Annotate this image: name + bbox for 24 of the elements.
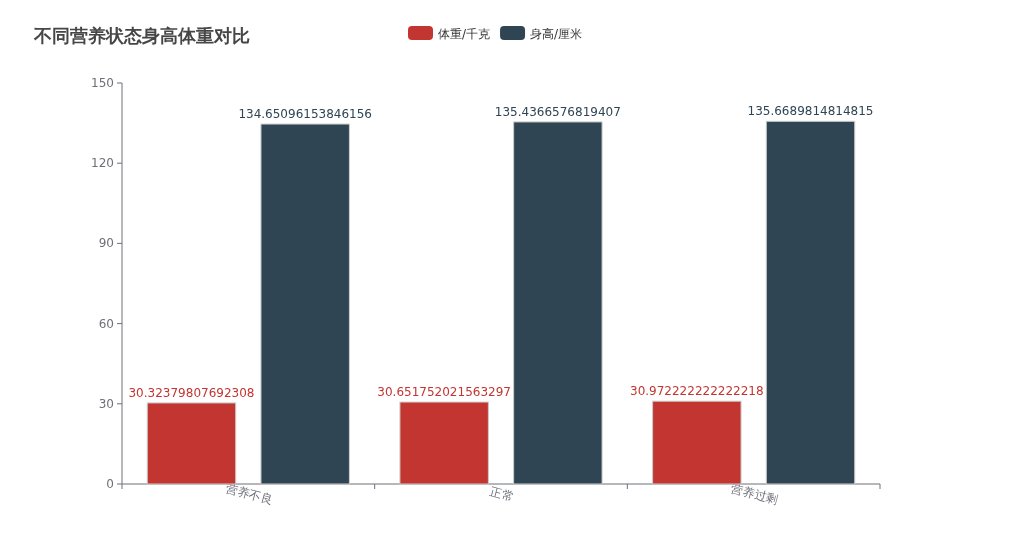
chart-title: 不同营养状态身高体重对比: [33, 25, 250, 46]
y-tick-label: 120: [91, 156, 114, 171]
bar: [399, 401, 489, 485]
data-label: 30.32379807692308: [128, 385, 255, 400]
y-tick-label: 90: [98, 236, 114, 251]
y-tick-label: 150: [91, 76, 114, 90]
x-tick-label: 正常: [488, 484, 516, 504]
bar: [146, 402, 237, 485]
data-label: 135.6689814814815: [747, 104, 874, 119]
x-tick-label: 营养不良: [224, 481, 275, 508]
data-label: 30.651752021563297: [377, 385, 511, 400]
y-tick-label: 0: [106, 477, 114, 491]
bar: [652, 400, 742, 485]
legend-label: 身高/厘米: [530, 27, 583, 41]
legend-label: 体重/千克: [438, 27, 491, 41]
bar: [765, 120, 856, 485]
y-tick-label: 30: [98, 396, 114, 411]
data-label: 30.972222222222218: [630, 384, 764, 399]
data-label: 134.65096153846156: [238, 107, 372, 122]
data-label: 135.4366576819407: [494, 104, 621, 119]
y-tick-label: 60: [98, 316, 114, 331]
x-tick-label: 营养过剩: [729, 481, 780, 508]
bar: [513, 121, 603, 485]
bar: [260, 123, 350, 485]
